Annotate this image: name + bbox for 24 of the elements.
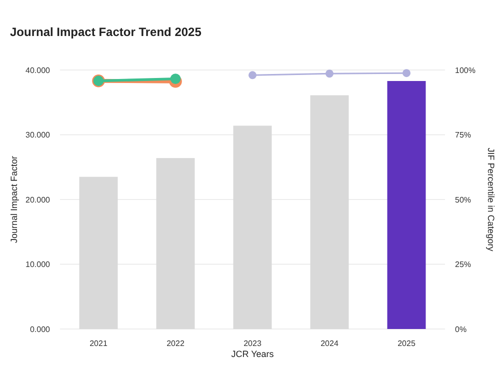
y-axis-title: Journal Impact Factor <box>9 156 19 244</box>
x-tick-label: 2024 <box>320 339 339 348</box>
y-tick-label: 30.000 <box>26 130 51 140</box>
chart-title: Journal Impact Factor Trend 2025 <box>10 25 202 39</box>
bar <box>310 95 349 329</box>
y2-axis-title: JIF Percentile in Category <box>486 148 496 252</box>
x-axis-title: JCR Years <box>231 349 274 359</box>
y2-tick-label: 25% <box>455 260 472 270</box>
y-tick-label: 10.000 <box>26 260 51 270</box>
y2-tick-label: 100% <box>455 66 476 75</box>
y-tick-label: 20.000 <box>26 195 51 204</box>
y2-tick-label: 75% <box>455 130 472 140</box>
bar <box>156 158 195 329</box>
x-tick-label: 2021 <box>90 339 108 348</box>
x-tick-label: 2023 <box>244 339 262 348</box>
bar <box>79 176 118 329</box>
bar <box>387 81 426 329</box>
bar <box>233 126 272 329</box>
y-tick-label: 0.000 <box>30 324 51 334</box>
y2-tick-label: 50% <box>455 195 472 204</box>
x-tick-label: 2025 <box>398 339 416 348</box>
y2-tick-label: 0% <box>455 324 467 334</box>
x-tick-label: 2022 <box>166 339 185 348</box>
y-tick-label: 40.000 <box>26 66 51 75</box>
